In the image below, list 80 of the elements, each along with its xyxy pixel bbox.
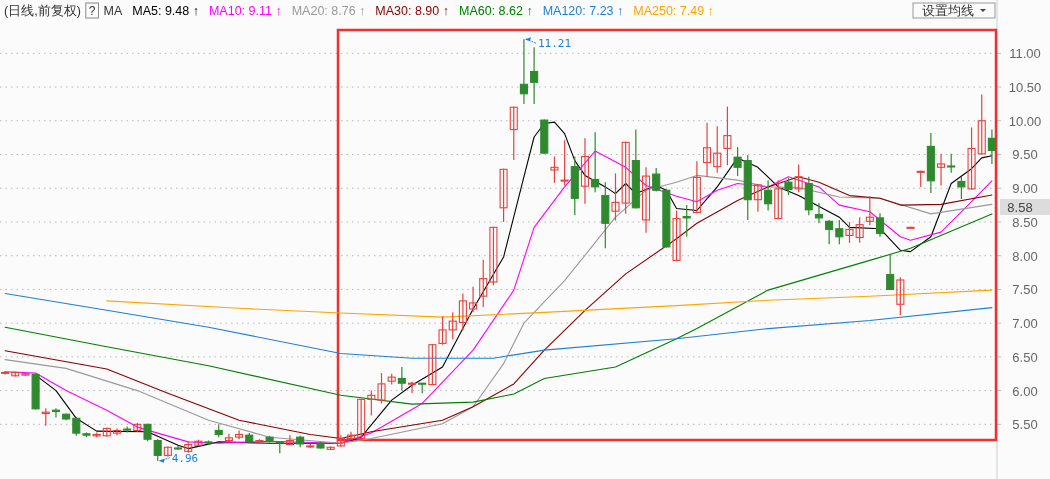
candlestick [733,146,742,177]
y-tick-label: 7.50 [1012,282,1038,298]
candlestick [937,153,946,187]
candlestick [428,343,437,386]
candlestick [580,137,590,205]
annotation: 设置均线 [922,4,974,18]
candlestick [855,216,864,244]
candlestick [865,195,874,226]
candlestick [641,166,651,234]
candlestick [672,209,681,262]
y-tick-label: 10.00 [1008,113,1042,129]
candlestick [764,179,773,212]
candlestick [509,105,518,161]
candlestick [346,431,356,441]
candlestick [153,438,162,462]
text: MA5: 9.48 ↑ [132,4,199,18]
text: MA20: 8.76 ↑ [291,4,366,18]
candlestick [825,219,834,245]
candlestick [621,141,630,215]
candlestick [377,372,386,405]
y-tick-label: 8.50 [1012,214,1038,230]
candlestick [957,176,966,200]
candlestick [285,434,294,446]
y-tick-label: 8.00 [1012,248,1038,264]
candlestick [682,204,691,238]
annotation: 4.96 [171,451,199,465]
text: MA30: 8.90 ↑ [375,4,449,18]
candlestick [723,105,732,166]
candlestick [530,46,539,105]
y-tick-label: 5.50 [1012,417,1038,433]
candlestick [794,164,803,193]
y-tick-label: 6.00 [1012,383,1038,399]
candlestick [845,221,854,244]
candlestick [560,139,569,187]
candlestick [896,276,905,316]
candlestick [479,259,488,308]
candlestick [886,254,895,291]
candlestick [703,122,712,178]
candlestick [692,160,701,214]
text: MA250: 7.49 ↑ [633,4,714,18]
candlestick [367,390,376,417]
candlestick [947,153,956,174]
text: 8.58 [1007,200,1033,215]
candlestick [489,226,498,286]
candlestick [235,429,244,440]
y-tick-label: 10.50 [1008,80,1042,96]
candlestick [713,125,722,174]
candlestick [519,38,528,105]
y-tick-label: 6.50 [1012,349,1038,365]
candlestick [753,183,762,213]
candlestick [967,126,976,191]
candlestick [814,202,824,224]
candlestick [397,366,406,392]
candlestick [458,292,467,332]
candlestick [448,311,457,340]
annotation: MA [103,4,123,18]
candlestick [875,212,885,238]
y-tick-label: 9.50 [1012,147,1038,163]
y-tick-label: 9.00 [1012,181,1038,197]
candlestick [163,446,172,458]
y-tick-label: 7.00 [1012,316,1038,332]
candlestick [835,219,844,245]
text: MA120: 7.23 ↑ [542,4,624,18]
candlestick [977,93,986,156]
annotation: 11.21 [537,37,572,51]
candlestick [774,179,783,220]
candlestick [652,167,661,193]
candlestick [591,131,600,193]
candlestick [438,315,447,346]
chart-title: (日线,前复权) [4,4,81,18]
text: MA60: 8.62 ↑ [459,4,533,18]
y-tick-label: 11.00 [1009,46,1041,62]
candlestick [550,155,559,184]
candlestick [224,433,233,443]
candlestick [357,398,366,440]
candlestick [469,286,478,313]
text: MA10: 9.11 ↑ [208,4,282,18]
candlestick [499,168,508,223]
candlestick [611,172,620,222]
candlestick [112,427,122,436]
